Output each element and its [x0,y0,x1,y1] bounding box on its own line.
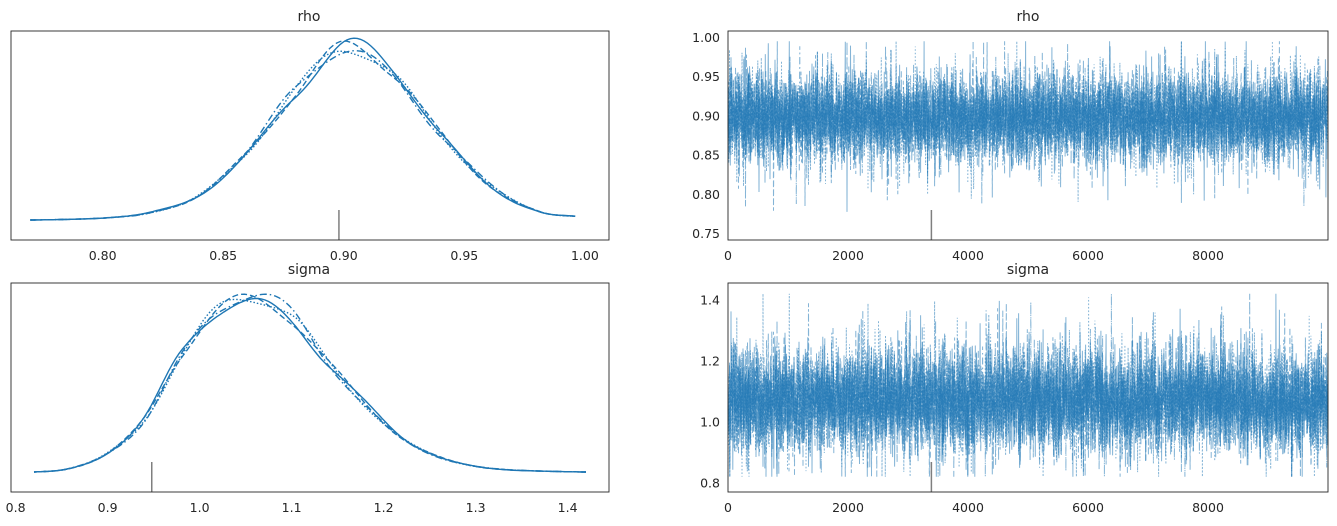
x-tick-label: 1.1 [282,500,302,515]
y-tick-label: 0.75 [692,226,720,241]
y-tick-label: 0.90 [692,108,720,123]
panel-sigma-density: sigma 0.8 0.9 1.0 1.1 1.2 1.3 1.4 [6,262,610,515]
density-curve-chain-2 [30,40,576,221]
panel-title: rho [298,9,321,25]
density-curve-chain-3 [30,50,576,221]
x-tick-label: 1.00 [571,248,599,263]
trace-chain-4 [727,293,1329,477]
x-tick-label: 0.95 [450,248,478,263]
x-tick-label: 4000 [952,248,984,263]
panel-title: sigma [1007,262,1049,278]
y-tick-label: 0.85 [692,148,720,163]
y-tick-label: 1.0 [700,414,720,429]
axes-frame [727,30,1329,241]
panel-sigma-trace: sigma 0 2000 4000 6000 8000 0.8 1.0 1.2 1.4 [700,262,1329,515]
x-tick-label: 0 [724,248,732,263]
x-tick-label: 1.3 [466,500,486,515]
panel-rho-trace: rho 0 2000 4000 6000 8000 0.75 0.80 0.85 0.90 0.… [692,9,1329,263]
density-curve-chain-3 [33,298,586,473]
y-tick-label: 1.4 [700,292,720,307]
y-tick-label: 0.8 [700,475,720,490]
x-tick-label: 0.85 [209,248,237,263]
x-tick-label: 0.9 [98,500,118,515]
axes-frame [10,282,610,493]
x-tick-label: 0.90 [330,248,358,263]
density-curve-chain-4 [33,293,586,473]
panel-title: sigma [288,262,330,278]
y-tick-label: 0.95 [692,69,720,84]
x-tick-label: 2000 [832,248,864,263]
x-tick-label: 6000 [1072,500,1104,515]
x-tick-label: 4000 [952,500,984,515]
y-tick-label: 1.00 [692,30,720,45]
axes-frame [727,282,1329,493]
density-curve-chain-4 [30,49,576,221]
x-tick-label: 1.0 [190,500,210,515]
axes-frame [10,30,610,241]
x-tick-label: 0.8 [6,500,26,515]
x-tick-label: 8000 [1192,500,1224,515]
trace-chain-4 [727,41,1329,207]
x-tick-label: 1.2 [374,500,394,515]
x-tick-label: 8000 [1192,248,1224,263]
x-tick-label: 0.80 [89,248,117,263]
panel-title: rho [1017,9,1040,25]
y-tick-label: 0.80 [692,187,720,202]
x-tick-label: 6000 [1072,248,1104,263]
x-tick-label: 0 [724,500,732,515]
x-tick-label: 2000 [832,500,864,515]
panel-rho-density: rho 0.80 0.85 0.90 0.95 1.00 [10,9,610,263]
x-tick-label: 1.4 [558,500,578,515]
y-tick-label: 1.2 [700,353,720,368]
density-curve-chain-1 [30,37,576,221]
